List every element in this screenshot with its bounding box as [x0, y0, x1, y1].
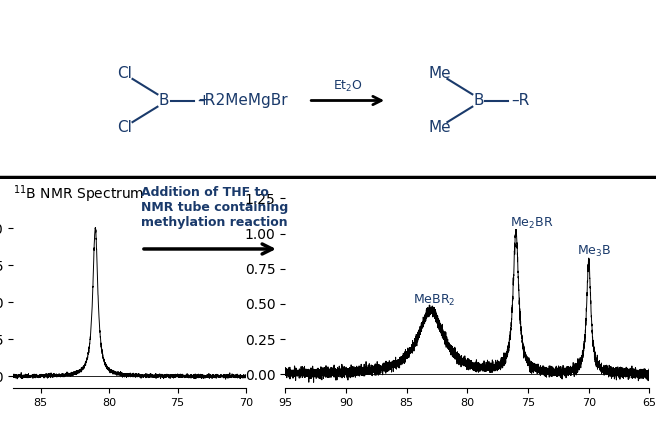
Text: Et$_2$O: Et$_2$O — [333, 78, 363, 94]
Text: Me$_3$B: Me$_3$B — [577, 244, 611, 259]
Text: –R: –R — [512, 93, 530, 108]
Text: Me$_2$BR: Me$_2$BR — [510, 216, 553, 231]
Text: Cl: Cl — [117, 66, 132, 81]
Text: B: B — [474, 93, 484, 108]
Text: $^{11}$B NMR Spectrum: $^{11}$B NMR Spectrum — [13, 184, 144, 205]
Text: + 2MeMgBr: + 2MeMgBr — [198, 93, 287, 108]
Text: Me: Me — [428, 66, 451, 81]
Text: B: B — [159, 93, 169, 108]
Text: Cl: Cl — [117, 120, 132, 135]
Text: MeBR$_2$: MeBR$_2$ — [413, 293, 455, 308]
Text: –R: –R — [197, 93, 215, 108]
Text: Me: Me — [428, 120, 451, 135]
Text: Addition of THF to
NMR tube containing
methylation reaction: Addition of THF to NMR tube containing m… — [141, 186, 288, 229]
